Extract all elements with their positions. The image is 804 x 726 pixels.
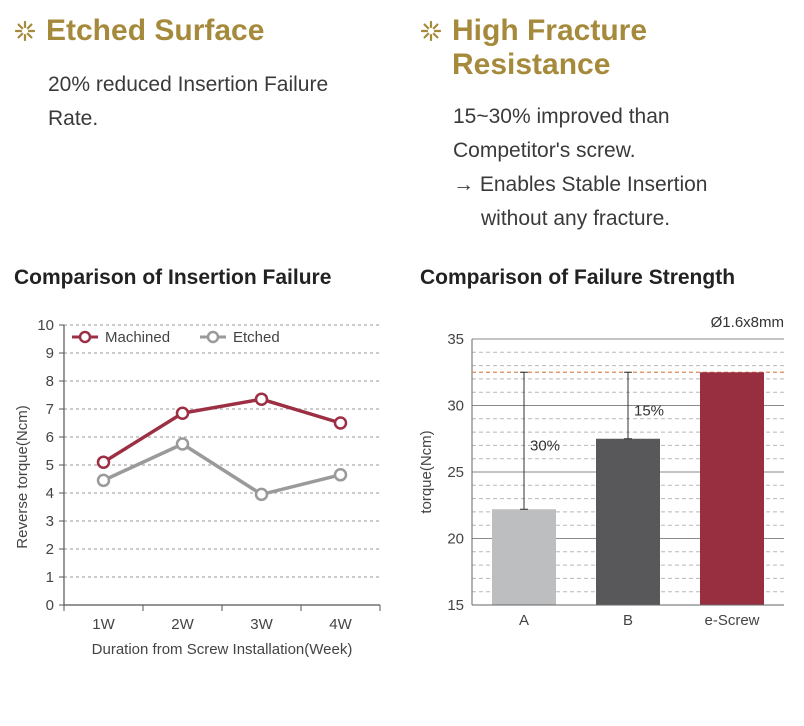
y-tick-label: 10 <box>37 317 54 334</box>
feature-title-line: Etched Surface <box>46 14 265 47</box>
feature-text-line: without any fracture. <box>481 207 671 230</box>
legend-marker-etched-series <box>206 330 220 344</box>
x-tick-label: 1W <box>92 616 115 633</box>
y-tick-label: 9 <box>46 345 54 362</box>
machined-series-point <box>96 455 111 469</box>
feature-fracture-resistance: High Fracture Resistance 15~30% improved… <box>420 14 800 236</box>
legend-label: Machined <box>105 329 170 346</box>
etched-series-point <box>333 468 348 482</box>
feature-title-line: High Fracture <box>452 14 648 47</box>
bar-chart-title: Comparison of Failure Strength <box>420 266 736 289</box>
etched-series-line <box>102 442 341 497</box>
y-axis-label: Reverse torque(Ncm) <box>14 405 31 548</box>
y-tick-label: 5 <box>46 457 54 474</box>
feature-description: 15~30% improved than Competitor's screw.… <box>453 100 800 236</box>
feature-etched-surface: Etched Surface 20% reduced Insertion Fai… <box>14 14 384 136</box>
y-tick-label: 6 <box>46 429 54 446</box>
etched-series-point <box>175 437 190 451</box>
sparkle-icon <box>420 20 442 42</box>
y-tick-label: 30 <box>447 398 464 415</box>
x-tick-label: 2W <box>171 616 194 633</box>
y-tick-label: 20 <box>447 531 464 548</box>
feature-text-line: → Enables Stable Insertion <box>453 173 708 196</box>
x-axis-label: Duration from Screw Installation(Week) <box>92 641 353 658</box>
y-tick-label: 8 <box>46 373 54 390</box>
y-tick-label: 2 <box>46 541 54 558</box>
x-tick-label: B <box>623 612 633 629</box>
y-tick-label: 15 <box>447 597 464 614</box>
y-tick-label: 4 <box>46 485 54 502</box>
feature-title: Etched Surface <box>14 14 384 48</box>
x-tick-label: A <box>519 612 529 629</box>
sparkle-icon <box>14 20 36 42</box>
machined-series-line <box>102 397 342 464</box>
feature-text-line: Rate. <box>48 107 99 130</box>
y-tick-label: 35 <box>447 331 464 348</box>
line-chart-title: Comparison of Insertion Failure <box>14 266 332 289</box>
bar-chart-subtitle: Ø1.6x8mm <box>711 314 784 331</box>
legend-label: Etched <box>233 329 280 346</box>
feature-text-line: Competitor's screw. <box>453 139 636 162</box>
machined-series-point <box>254 392 269 406</box>
y-tick-label: 0 <box>46 597 54 614</box>
y-axis-label: torque(Ncm) <box>418 430 435 513</box>
y-tick-label: 7 <box>46 401 54 418</box>
machined-series-point <box>175 406 190 420</box>
feature-text-line: 15~30% improved than <box>453 105 670 128</box>
line-chart: 0 1 2 3 4 5 6 7 8 9 10 1W 2W 3W 4W Duration from Screw … <box>14 317 381 658</box>
x-tick-label: e-Screw <box>704 612 759 629</box>
etched-series-point <box>96 473 111 488</box>
bar-e-screw <box>700 372 764 605</box>
feature-text-line: 20% reduced Insertion Failure <box>48 73 329 96</box>
y-tick-label: 25 <box>447 464 464 481</box>
bar-a <box>492 509 556 605</box>
y-tick-label: 1 <box>46 569 54 586</box>
machined-series-point <box>333 416 348 430</box>
feature-title-line: Resistance <box>452 48 611 81</box>
difference-label: 15% <box>634 403 664 420</box>
bar-b <box>596 438 660 605</box>
difference-label: 30% <box>530 438 560 455</box>
x-tick-label: 3W <box>250 616 273 633</box>
feature-title: High Fracture Resistance <box>420 14 800 82</box>
etched-series-point <box>254 487 269 502</box>
feature-description: 20% reduced Insertion Failure Rate. <box>48 68 384 136</box>
legend-marker-machined-series <box>78 330 92 344</box>
y-tick-label: 3 <box>46 513 54 530</box>
x-tick-label: 4W <box>329 616 352 633</box>
